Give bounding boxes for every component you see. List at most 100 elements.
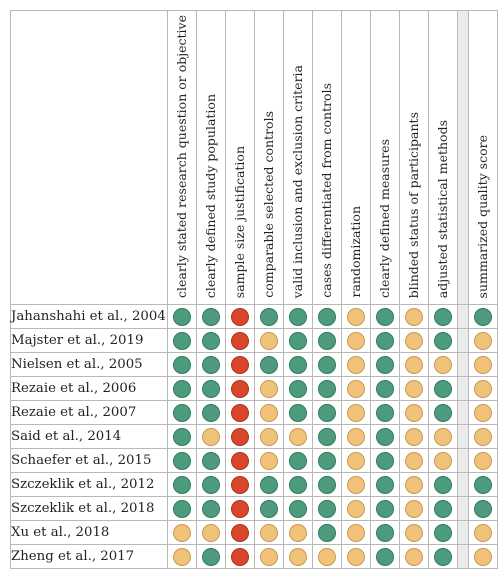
summary-score-cell xyxy=(468,495,498,521)
criterion-label: valid inclusion and exclusion criteria xyxy=(290,64,305,298)
rating-fair-dot xyxy=(405,356,423,375)
studies-table-body: Jahanshahi et al., 2004 Majster et al., 2… xyxy=(10,303,498,569)
rating-fair-dot xyxy=(347,500,365,519)
rating-good-dot xyxy=(202,500,220,519)
summary-score-cell xyxy=(468,375,498,401)
rating-poor-dot xyxy=(231,380,249,399)
summary-score-cell xyxy=(468,327,498,353)
rating-cell xyxy=(312,471,342,497)
rating-cell xyxy=(428,519,458,545)
study-name: Schaefer et al., 2015 xyxy=(10,447,168,473)
criterion-header: valid inclusion and exclusion criteria xyxy=(283,10,313,305)
table-row: Rezaie et al., 2006 xyxy=(10,375,498,401)
rating-cell xyxy=(254,351,284,377)
column-gap xyxy=(457,375,469,401)
rating-cell xyxy=(370,351,400,377)
rating-cell xyxy=(196,471,226,497)
study-name: Szczeklik et al., 2018 xyxy=(10,495,168,521)
rating-cell xyxy=(312,423,342,449)
rating-good-dot xyxy=(318,452,336,471)
rating-cell xyxy=(225,495,255,521)
rating-fair-dot xyxy=(434,452,452,471)
rating-cell xyxy=(167,303,197,329)
rating-fair-dot xyxy=(202,428,220,447)
rating-cell xyxy=(254,471,284,497)
column-gap xyxy=(457,327,469,353)
table-row: Jahanshahi et al., 2004 xyxy=(10,303,498,329)
rating-good-dot xyxy=(289,332,307,351)
rating-good-dot xyxy=(173,380,191,399)
rating-cell xyxy=(341,327,371,353)
rating-fair-dot xyxy=(347,332,365,351)
rating-fair-dot xyxy=(260,548,278,567)
rating-cell xyxy=(341,471,371,497)
rating-good-dot xyxy=(289,380,307,399)
study-name: Zheng et al., 2017 xyxy=(10,543,168,569)
rating-fair-dot xyxy=(434,356,452,375)
rating-cell xyxy=(312,375,342,401)
rating-cell xyxy=(428,543,458,569)
rating-fair-dot xyxy=(347,308,365,327)
criterion-header: randomization xyxy=(341,10,371,305)
criterion-header: clearly stated research question or obje… xyxy=(167,10,197,305)
rating-cell xyxy=(312,519,342,545)
rating-fair-dot xyxy=(260,428,278,447)
rating-cell xyxy=(428,447,458,473)
rating-cell xyxy=(225,447,255,473)
rating-cell xyxy=(283,447,313,473)
study-name: Said et al., 2014 xyxy=(10,423,168,449)
rating-fair-dot xyxy=(405,308,423,327)
rating-cell xyxy=(254,375,284,401)
rating-fair-dot xyxy=(347,380,365,399)
rating-poor-dot xyxy=(231,404,249,423)
rating-good-dot xyxy=(376,404,394,423)
rating-cell xyxy=(196,351,226,377)
rating-cell xyxy=(370,495,400,521)
rating-good-dot xyxy=(376,308,394,327)
rating-cell xyxy=(283,399,313,425)
rating-cell xyxy=(167,375,197,401)
rating-good-dot xyxy=(173,500,191,519)
rating-cell xyxy=(283,327,313,353)
rating-cell xyxy=(225,519,255,545)
rating-poor-dot xyxy=(231,500,249,519)
table-row: Szczeklik et al., 2018 xyxy=(10,495,498,521)
rating-good-dot xyxy=(434,548,452,567)
column-gap xyxy=(457,519,469,545)
rating-cell xyxy=(167,447,197,473)
rating-good-dot xyxy=(318,332,336,351)
rating-cell xyxy=(399,495,429,521)
criterion-label: cases differentiated from controls xyxy=(319,83,334,298)
summary-fair-dot xyxy=(474,356,492,375)
criterion-header: comparable selected controls xyxy=(254,10,284,305)
rating-fair-dot xyxy=(260,380,278,399)
rating-poor-dot xyxy=(231,428,249,447)
rating-cell xyxy=(399,423,429,449)
rating-cell xyxy=(370,471,400,497)
rating-cell xyxy=(399,351,429,377)
rating-fair-dot xyxy=(347,524,365,543)
summary-good-dot xyxy=(474,476,492,495)
corner-cell xyxy=(10,10,168,305)
rating-cell xyxy=(254,399,284,425)
rating-poor-dot xyxy=(231,524,249,543)
criterion-label: clearly defined measures xyxy=(377,139,392,298)
rating-good-dot xyxy=(173,356,191,375)
rating-good-dot xyxy=(434,332,452,351)
rating-good-dot xyxy=(202,404,220,423)
rating-fair-dot xyxy=(405,332,423,351)
rating-fair-dot xyxy=(260,332,278,351)
rating-good-dot xyxy=(318,524,336,543)
summary-good-dot xyxy=(474,308,492,327)
study-name: Nielsen et al., 2005 xyxy=(10,351,168,377)
summary-score-cell xyxy=(468,519,498,545)
rating-cell xyxy=(167,399,197,425)
rating-fair-dot xyxy=(173,524,191,543)
rating-cell xyxy=(370,447,400,473)
rating-good-dot xyxy=(289,404,307,423)
rating-poor-dot xyxy=(231,476,249,495)
rating-fair-dot xyxy=(202,524,220,543)
rating-cell xyxy=(283,471,313,497)
rating-good-dot xyxy=(173,452,191,471)
rating-good-dot xyxy=(376,332,394,351)
